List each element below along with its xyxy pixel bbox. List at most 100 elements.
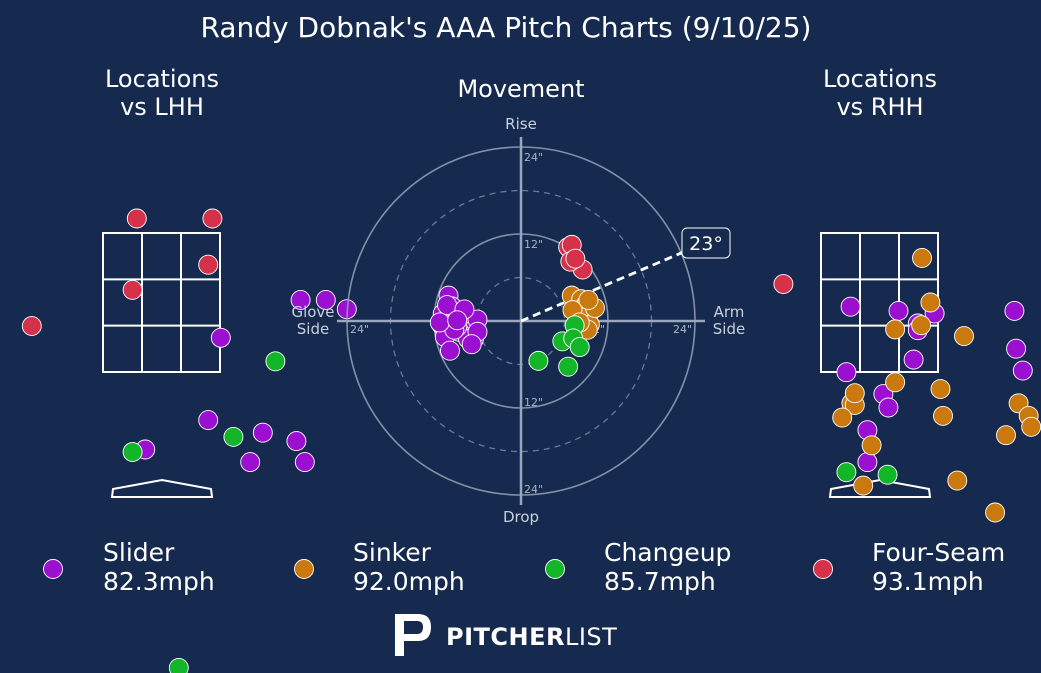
location-point (888, 300, 909, 321)
arm-angle-line (520, 246, 694, 323)
pitcherlist-logo: PITCHERLIST (395, 614, 617, 656)
ring-label-bottom-12: 12" (524, 396, 543, 409)
location-point (840, 296, 861, 317)
legend-name: Four-Seam (872, 538, 1005, 567)
movement-point (578, 290, 599, 310)
movement-series-slider (429, 285, 488, 361)
location-point (832, 407, 853, 428)
axis-label-glove-side: Side (297, 320, 329, 338)
ring-label-right-24: 24" (673, 323, 692, 336)
movement-point (569, 337, 590, 358)
arm-angle-box (681, 227, 731, 259)
location-point (861, 435, 882, 456)
location-point (947, 470, 968, 491)
location-point (198, 410, 219, 431)
legend-marker (545, 559, 565, 579)
location-point (294, 452, 315, 473)
location-point (930, 379, 951, 399)
location-point (1012, 360, 1033, 381)
location-point (920, 292, 941, 313)
movement-point (558, 356, 579, 377)
axis-label-arm: Arm (714, 303, 745, 321)
ring-label-top-24: 24" (524, 151, 543, 164)
ring-label-left-24: 24" (350, 323, 369, 336)
location-point (223, 426, 244, 447)
location-point (903, 349, 924, 370)
movement-point (461, 334, 482, 355)
location-point (1006, 338, 1027, 359)
lhh-series-changeup (122, 351, 286, 673)
movement-series-four-seam (558, 234, 593, 280)
legend-name: Changeup (604, 538, 731, 567)
rhh-title-line2: vs RHH (836, 93, 923, 121)
location-point (885, 372, 906, 393)
lhh-location-plot (21, 208, 357, 673)
movement-point (440, 340, 460, 361)
location-point (996, 425, 1016, 446)
rhh-series-four-seam (773, 274, 794, 294)
legend-speed: 93.1mph (872, 567, 984, 596)
axis-label-arm-side: Side (713, 320, 745, 338)
legend-speed: 92.0mph (353, 567, 465, 596)
brand-name-light: LIST (565, 623, 617, 651)
location-point (198, 254, 219, 275)
movement-plot: RiseDropGloveSideArmSide24"12"12"24"24"1… (291, 115, 745, 526)
legend-speed: 85.7mph (604, 567, 716, 596)
location-point (168, 657, 189, 673)
location-point (954, 326, 974, 347)
axis-label-rise: Rise (505, 115, 537, 133)
location-point (836, 362, 857, 383)
rhh-home-plate (828, 478, 932, 498)
location-point (286, 431, 307, 452)
lhh-strike-zone (102, 232, 221, 373)
location-point (885, 319, 906, 340)
location-point (911, 315, 932, 336)
location-point (252, 422, 273, 443)
location-point (202, 208, 223, 229)
legend-speed: 82.3mph (103, 567, 215, 596)
location-point (912, 248, 932, 268)
lhh-home-plate (110, 478, 214, 498)
brand-name: PITCHERLIST (446, 623, 617, 651)
lhh-title-line2: vs LHH (120, 93, 204, 121)
legend-name: Slider (103, 538, 175, 567)
legend-name: Sinker (353, 538, 432, 567)
location-point (933, 405, 953, 426)
location-point (290, 290, 311, 310)
location-point (21, 316, 42, 336)
movement-point (447, 310, 468, 331)
location-point (878, 397, 899, 418)
location-point (126, 208, 147, 229)
movement-series-changeup (528, 315, 590, 377)
location-point (1021, 416, 1041, 437)
location-point (853, 475, 874, 496)
rhh-series-sinker (832, 248, 1041, 523)
location-point (265, 351, 286, 372)
legend-marker (813, 559, 833, 579)
location-point (240, 452, 261, 473)
chart-title: Randy Dobnak's AAA Pitch Charts (9/10/25… (201, 11, 812, 44)
brand-name-bold: PITCHER (446, 623, 565, 651)
location-point (844, 383, 865, 404)
legend-marker (294, 559, 314, 579)
location-point (210, 327, 231, 348)
arm-angle-label: 23° (689, 233, 723, 255)
rhh-series-changeup (836, 462, 898, 485)
legend-marker (43, 559, 63, 579)
location-point (857, 452, 878, 473)
lhh-series-four-seam (21, 208, 223, 336)
movement-point (565, 248, 586, 269)
location-point (877, 464, 898, 485)
location-point (315, 290, 336, 310)
location-point (1004, 300, 1025, 321)
location-point (122, 442, 143, 462)
rhh-location-plot (773, 232, 1041, 523)
axis-label-glove: Glove (291, 303, 334, 321)
lhh-title-line1: Locations (105, 65, 219, 93)
ring-label-bottom-24: 24" (524, 483, 543, 496)
